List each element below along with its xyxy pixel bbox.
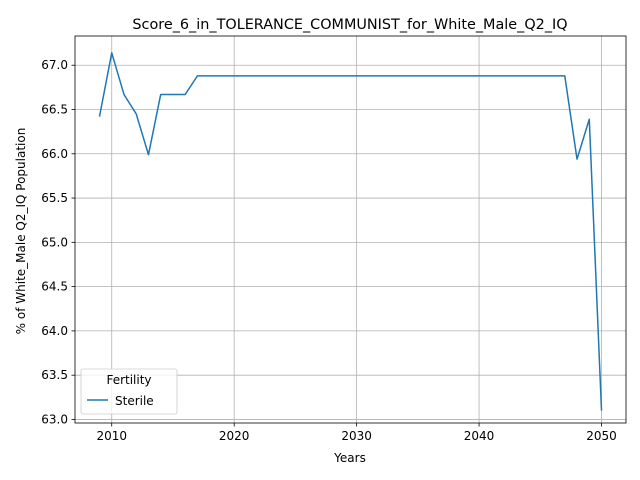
chart-title: Score_6_in_TOLERANCE_COMMUNIST_for_White… <box>132 17 567 33</box>
y-tick-label: 66.0 <box>41 147 68 161</box>
x-tick-label: 2050 <box>586 429 617 443</box>
legend-box <box>80 368 178 415</box>
y-tick-label: 63.0 <box>41 412 68 426</box>
series-line-sterile <box>98 52 603 411</box>
y-tick-label: 67.0 <box>41 58 68 72</box>
y-tick-label: 66.5 <box>41 103 68 117</box>
grid-lines <box>75 36 626 423</box>
y-tick-label: 65.5 <box>41 191 68 205</box>
y-tick-label: 65.0 <box>41 235 68 249</box>
legend-title: Fertility <box>106 373 151 387</box>
x-tick-label: 2010 <box>96 429 127 443</box>
legend: Fertility Sterile <box>80 368 178 415</box>
series-layer <box>98 52 603 411</box>
y-tick-label: 64.0 <box>41 324 68 338</box>
x-tick-label: 2030 <box>341 429 372 443</box>
y-axis-ticks: 63.0 63.5 64.0 64.5 65.0 65.5 66.0 66.5 67.0 <box>41 58 75 426</box>
y-axis-label: % of White_Male Q2_IQ Population <box>14 128 28 335</box>
y-tick-label: 64.5 <box>41 280 68 294</box>
x-tick-label: 2040 <box>464 429 495 443</box>
plot-area-frame <box>74 35 627 424</box>
x-tick-label: 2020 <box>219 429 250 443</box>
legend-label-sterile: Sterile <box>115 394 154 408</box>
x-axis-label: Years <box>333 451 366 465</box>
y-tick-label: 63.5 <box>41 368 68 382</box>
x-axis-ticks: 2010 2020 2030 2040 2050 <box>96 423 617 443</box>
